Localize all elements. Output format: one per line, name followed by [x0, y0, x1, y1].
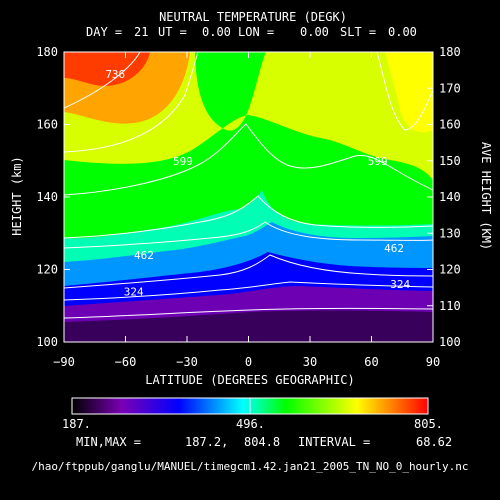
band-darkpurple — [64, 310, 433, 342]
contour-462 — [64, 221, 433, 249]
heatmap-field — [64, 52, 433, 342]
colorbar-min-label: 187. — [62, 417, 91, 431]
contour-393 — [64, 254, 433, 289]
x-tick-label: 90 — [426, 355, 440, 369]
slt-value: 0.00 — [388, 25, 417, 39]
y-axis-left: 100 120 140 160 180 — [36, 45, 70, 349]
slt-label: SLT = — [340, 25, 376, 39]
ut-label: UT = — [158, 25, 187, 39]
chart-subtitle: DAY = 21 UT = 0.00 LON = 0.00 SLT = 0.00 — [86, 25, 417, 39]
contour-label: 462 — [134, 249, 154, 262]
contour-668 — [64, 52, 199, 153]
max-value: 804.8 — [244, 435, 280, 449]
contour-324 — [64, 281, 433, 301]
y-tick-label: 160 — [36, 118, 58, 132]
colorbar-mid-label: 496. — [236, 417, 265, 431]
x-tick-label: 60 — [364, 355, 378, 369]
band-yellow-right — [385, 52, 433, 133]
lon-label: LON = — [238, 25, 274, 39]
contour-668-right — [376, 52, 433, 131]
day-label: DAY = — [86, 25, 122, 39]
chart-title: NEUTRAL TEMPERATURE (DEGK) — [159, 10, 347, 24]
x-tick-label: 0 — [245, 355, 252, 369]
contour-lines — [64, 52, 433, 319]
contour-530 — [64, 195, 433, 239]
contour-label: 599 — [368, 155, 388, 168]
contour-255 — [64, 307, 433, 319]
y-right-tick-label: 170 — [439, 81, 461, 95]
contour-labels: 736 599 599 462 462 324 324 — [105, 68, 410, 299]
contour-599 — [64, 123, 433, 196]
y-tick-label: 180 — [36, 45, 58, 59]
x-tick-label: −30 — [176, 355, 198, 369]
file-path: /hao/ftppub/ganglu/MANUEL/timegcm1.42.ja… — [31, 460, 468, 473]
contour-label: 599 — [173, 155, 193, 168]
y-right-tick-label: 100 — [439, 335, 461, 349]
contour-label: 324 — [390, 278, 410, 291]
day-value: 21 — [134, 25, 148, 39]
y-right-tick-label: 130 — [439, 226, 461, 240]
x-axis: −90 −60 −30 0 30 60 90 — [53, 52, 440, 369]
y-tick-label: 120 — [36, 263, 58, 277]
y-right-tick-label: 110 — [439, 299, 461, 313]
y-axis-label: HEIGHT (km) — [10, 156, 24, 235]
contour-label: 462 — [384, 242, 404, 255]
y-axis-right-label: AVE HEIGHT (KM) — [479, 142, 493, 250]
band-red — [64, 52, 150, 86]
contour-736 — [64, 52, 141, 109]
y-right-tick-label: 180 — [439, 45, 461, 59]
y-axis-right: 100 110 120 130 140 150 160 170 180 — [427, 45, 461, 349]
interval-label: INTERVAL = — [298, 435, 370, 449]
colorbar: 187. 496. 805. — [62, 397, 443, 431]
interval-value: 68.62 — [416, 435, 452, 449]
stats-line: MIN,MAX = 187.2, 804.8 INTERVAL = 68.62 — [76, 435, 452, 449]
y-right-tick-label: 140 — [439, 190, 461, 204]
y-right-tick-label: 150 — [439, 154, 461, 168]
ut-value: 0.00 — [202, 25, 231, 39]
y-right-tick-label: 160 — [439, 118, 461, 132]
minmax-label: MIN,MAX = — [76, 435, 141, 449]
y-right-tick-label: 120 — [439, 263, 461, 277]
x-axis-label: LATITUDE (DEGREES GEOGRAPHIC) — [145, 373, 355, 387]
colorbar-max-label: 805. — [414, 417, 443, 431]
x-tick-label: −90 — [53, 355, 75, 369]
contour-label: 324 — [124, 285, 144, 298]
x-tick-label: 30 — [303, 355, 317, 369]
contour-label: 736 — [105, 68, 125, 81]
lon-value: 0.00 — [300, 25, 329, 39]
y-tick-label: 140 — [36, 190, 58, 204]
x-tick-label: −60 — [115, 355, 137, 369]
min-value: 187.2, — [185, 435, 228, 449]
y-tick-label: 100 — [36, 335, 58, 349]
